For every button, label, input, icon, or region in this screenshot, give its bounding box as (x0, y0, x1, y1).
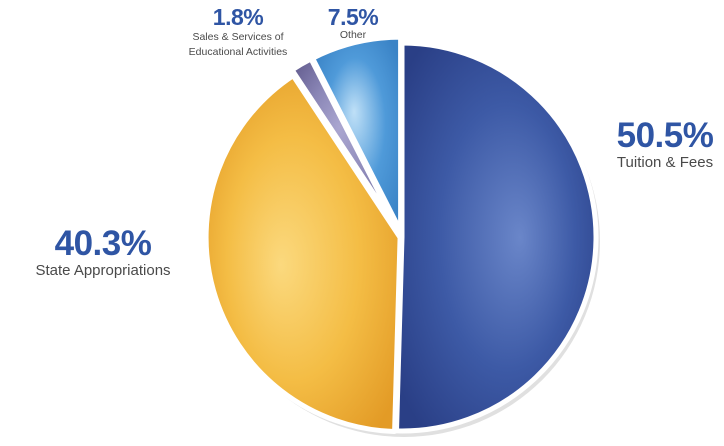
sales-percent: 1.8% (212, 4, 264, 30)
state-percent: 40.3% (54, 224, 152, 263)
slice-label-state: 40.3% State Appropriations (10, 226, 196, 278)
other-percent: 7.5% (327, 4, 379, 30)
pie-slice-other (310, 34, 404, 234)
slice-label-tuition: 50.5% Tuition & Fees (600, 118, 724, 170)
sales-name-line-1: Sales & Services of (192, 31, 284, 43)
tuition-percent: 50.5% (616, 116, 714, 155)
other-name: Other (339, 29, 367, 41)
pie-slice-tuition (394, 40, 599, 434)
sales-name-line-2: Educational Activities (188, 46, 288, 58)
slice-label-sales: 1.8% Sales & Services of Educational Act… (158, 6, 318, 59)
slice-label-other: 7.5% Other (320, 6, 386, 41)
tuition-name: Tuition & Fees (616, 154, 714, 171)
state-name: State Appropriations (35, 262, 171, 279)
pie-slice-state (203, 73, 403, 434)
